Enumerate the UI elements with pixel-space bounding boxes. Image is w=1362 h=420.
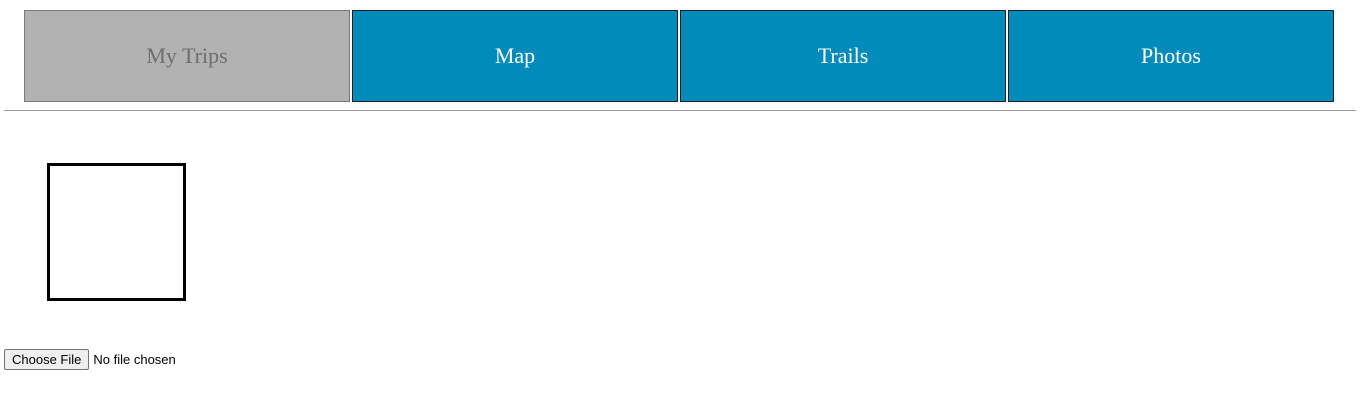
main-tab-bar: My Trips Map Trails Photos: [24, 10, 1334, 102]
file-upload-control: Choose File No file chosen: [4, 349, 176, 370]
tab-photos[interactable]: Photos: [1008, 10, 1334, 102]
tab-map[interactable]: Map: [352, 10, 678, 102]
header-divider: [4, 110, 1356, 111]
tab-trails[interactable]: Trails: [680, 10, 1006, 102]
image-preview-box: [47, 163, 186, 301]
choose-file-button[interactable]: Choose File: [4, 349, 90, 370]
tab-my-trips[interactable]: My Trips: [24, 10, 350, 102]
file-status-text: No file chosen: [93, 352, 176, 367]
